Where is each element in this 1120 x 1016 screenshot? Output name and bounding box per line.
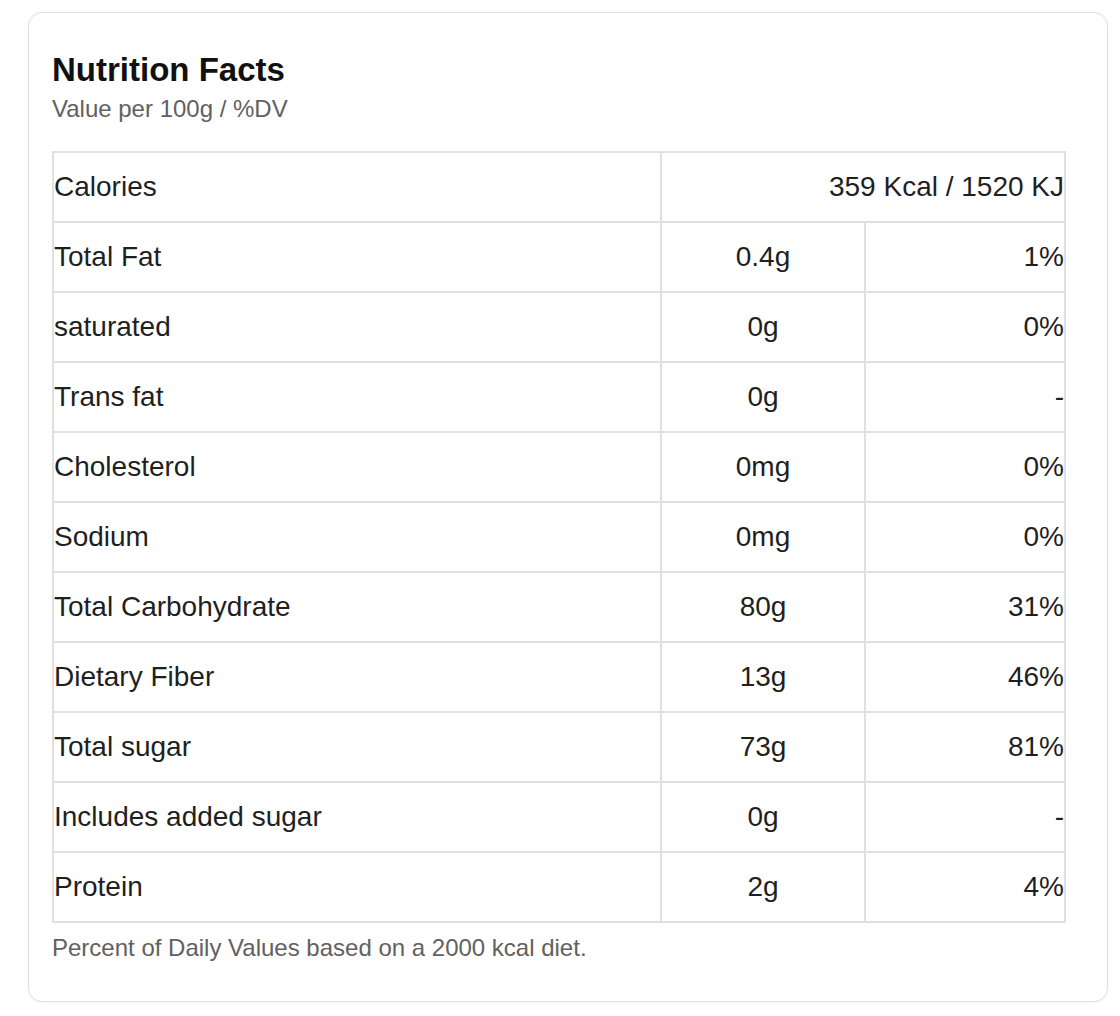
- nutrient-value: 0g: [661, 782, 865, 852]
- table-row-saturated: saturated 0g 0%: [53, 292, 1065, 362]
- nutrient-label: Protein: [53, 852, 661, 922]
- nutrient-label: saturated: [53, 292, 661, 362]
- nutrient-label: Dietary Fiber: [53, 642, 661, 712]
- nutrient-dv: 0%: [865, 432, 1065, 502]
- nutrient-label: Includes added sugar: [53, 782, 661, 852]
- nutrient-label: Trans fat: [53, 362, 661, 432]
- nutrient-value: 0mg: [661, 432, 865, 502]
- nutrient-dv: 4%: [865, 852, 1065, 922]
- nutrient-dv: 1%: [865, 222, 1065, 292]
- nutrient-value: 2g: [661, 852, 865, 922]
- table-row-total-carbohydrate: Total Carbohydrate 80g 31%: [53, 572, 1065, 642]
- nutrient-dv: -: [865, 782, 1065, 852]
- dv-footnote: Percent of Daily Values based on a 2000 …: [52, 933, 1084, 963]
- nutrient-value: 0mg: [661, 502, 865, 572]
- page-title: Nutrition Facts: [52, 49, 1084, 90]
- nutrient-value: 13g: [661, 642, 865, 712]
- table-row-dietary-fiber: Dietary Fiber 13g 46%: [53, 642, 1065, 712]
- nutrient-label: Total sugar: [53, 712, 661, 782]
- nutrient-label: Total Carbohydrate: [53, 572, 661, 642]
- table-row-total-fat: Total Fat 0.4g 1%: [53, 222, 1065, 292]
- nutrient-label: Calories: [53, 152, 661, 222]
- nutrient-label: Sodium: [53, 502, 661, 572]
- nutrient-label: Total Fat: [53, 222, 661, 292]
- table-row-total-sugar: Total sugar 73g 81%: [53, 712, 1065, 782]
- nutrient-value: 0g: [661, 292, 865, 362]
- nutrient-dv: 81%: [865, 712, 1065, 782]
- nutrient-value: 80g: [661, 572, 865, 642]
- nutrition-facts-card: Nutrition Facts Value per 100g / %DV Cal…: [28, 12, 1108, 1002]
- nutrient-dv: 0%: [865, 292, 1065, 362]
- table-row-protein: Protein 2g 4%: [53, 852, 1065, 922]
- nutrient-dv: 31%: [865, 572, 1065, 642]
- nutrient-value: 359 Kcal / 1520 KJ: [661, 152, 1065, 222]
- table-row-sodium: Sodium 0mg 0%: [53, 502, 1065, 572]
- nutrient-value: 73g: [661, 712, 865, 782]
- table-row-cholesterol: Cholesterol 0mg 0%: [53, 432, 1065, 502]
- page-subtitle: Value per 100g / %DV: [52, 94, 1084, 124]
- nutrient-value: 0.4g: [661, 222, 865, 292]
- table-row-calories: Calories 359 Kcal / 1520 KJ: [53, 152, 1065, 222]
- nutrient-dv: 46%: [865, 642, 1065, 712]
- nutrient-label: Cholesterol: [53, 432, 661, 502]
- nutrition-table: Calories 359 Kcal / 1520 KJ Total Fat 0.…: [52, 151, 1066, 923]
- nutrient-dv: 0%: [865, 502, 1065, 572]
- table-row-trans-fat: Trans fat 0g -: [53, 362, 1065, 432]
- table-row-added-sugar: Includes added sugar 0g -: [53, 782, 1065, 852]
- nutrient-value: 0g: [661, 362, 865, 432]
- nutrient-dv: -: [865, 362, 1065, 432]
